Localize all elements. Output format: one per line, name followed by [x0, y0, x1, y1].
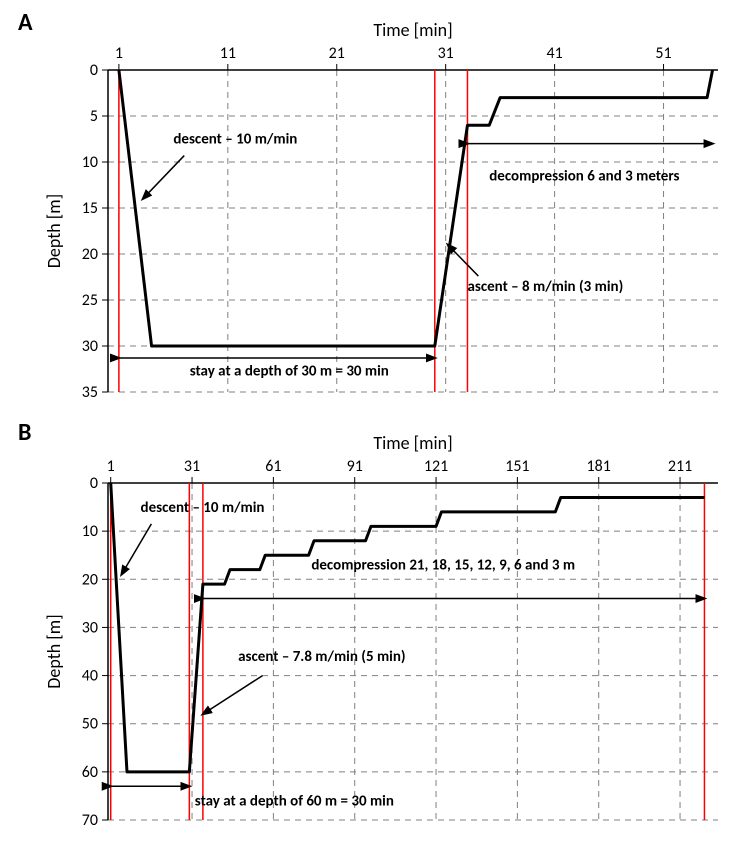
y-tick-label: 50	[82, 715, 98, 734]
decomp-label: decompression 21, 18, 15, 12, 9, 6 and 3…	[311, 557, 575, 575]
x-tick-label: 11	[220, 44, 236, 63]
ascent-arrow	[448, 245, 479, 276]
x-tick-label: 211	[668, 457, 692, 476]
y-tick-label: 10	[82, 153, 98, 172]
x-tick-label: 61	[265, 457, 281, 476]
y-axis-title: Depth [m]	[43, 194, 65, 268]
stay-label: stay at a depth of 30 m = 30 min	[190, 362, 389, 380]
y-tick-label: 30	[82, 618, 98, 637]
x-tick-label: 121	[424, 457, 448, 476]
y-tick-label: 70	[82, 811, 98, 830]
x-tick-label: 51	[655, 44, 671, 63]
decomp-label: decompression 6 and 3 meters	[489, 167, 679, 185]
y-tick-label: 20	[82, 245, 98, 264]
x-tick-label: 181	[587, 457, 611, 476]
x-axis-title: Time [min]	[373, 432, 452, 454]
y-axis-title: Depth [m]	[43, 614, 65, 688]
x-tick-label: 41	[546, 44, 562, 63]
panel-b: 1 31 61 91 121 151 181 211 0 10 20 30 40 50 60 70 Time […	[30, 425, 730, 840]
page: A 1112131415105101520253035Time [min]Dep…	[0, 0, 750, 859]
y-tick-label: 5	[90, 107, 98, 126]
x-tick-label: 31	[184, 457, 200, 476]
y-tick-label: 60	[82, 763, 98, 782]
y-tick-label: 10	[82, 522, 98, 541]
ascent-arrow	[203, 676, 263, 715]
y-tick-label: 0	[90, 61, 98, 80]
x-tick-label: 91	[347, 457, 363, 476]
y-tick-label: 30	[82, 337, 98, 356]
x-tick-label: 151	[505, 457, 529, 476]
y-tick-label: 15	[82, 199, 98, 218]
stay-label: stay at a depth of 60 m = 30 min	[195, 793, 394, 811]
descent-label: descent – 10 m/min	[173, 131, 297, 149]
y-tick-label: 0	[90, 474, 98, 493]
y-tick-label: 25	[82, 291, 98, 310]
x-tick-label: 1	[115, 44, 123, 63]
x-tick-label: 21	[329, 44, 345, 63]
descent-arrow	[122, 524, 152, 575]
y-tick-label: 35	[82, 383, 98, 402]
panel-a: 1112131415105101520253035Time [min]Depth…	[30, 12, 730, 412]
descent-label: descent – 10 m/min	[141, 499, 265, 517]
x-tick-label: 31	[438, 44, 454, 63]
x-axis-title: Time [min]	[373, 19, 452, 41]
ascent-label: ascent – 7.8 m/min (5 min)	[238, 648, 405, 666]
y-tick-label: 40	[82, 667, 98, 686]
x-tick-label: 1	[107, 457, 115, 476]
ascent-label: ascent – 8 m/min (3 min)	[467, 278, 623, 296]
y-tick-label: 20	[82, 570, 98, 589]
